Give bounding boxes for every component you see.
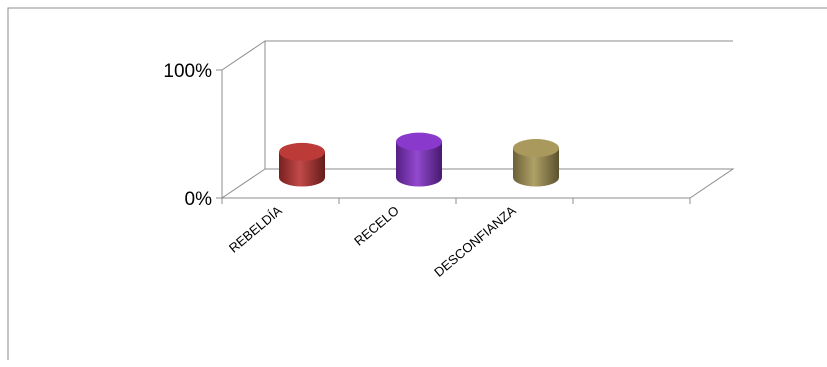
bar-body xyxy=(279,151,325,187)
bar xyxy=(396,132,442,187)
bar xyxy=(279,142,325,187)
bar-body xyxy=(396,141,442,187)
x-tick-label: DESCONFIANZA xyxy=(431,203,519,280)
chart-border xyxy=(7,7,827,360)
bar-top xyxy=(279,142,325,161)
bar-top xyxy=(396,132,442,151)
x-axis-ticks: REBELDÍA RECELO DESCONFIANZA xyxy=(221,198,691,280)
bar xyxy=(513,139,559,187)
floor xyxy=(220,168,735,199)
y-tick-label: 100% xyxy=(163,61,212,82)
bars xyxy=(279,132,559,187)
x-tick-label: RECELO xyxy=(351,203,402,249)
x-tick-label: REBELDÍA xyxy=(226,203,285,256)
bar-top xyxy=(513,139,559,158)
y-tick-label: 0% xyxy=(185,189,213,210)
y-axis-ticks: 0% 100% xyxy=(163,61,222,210)
bar-body xyxy=(513,148,559,187)
